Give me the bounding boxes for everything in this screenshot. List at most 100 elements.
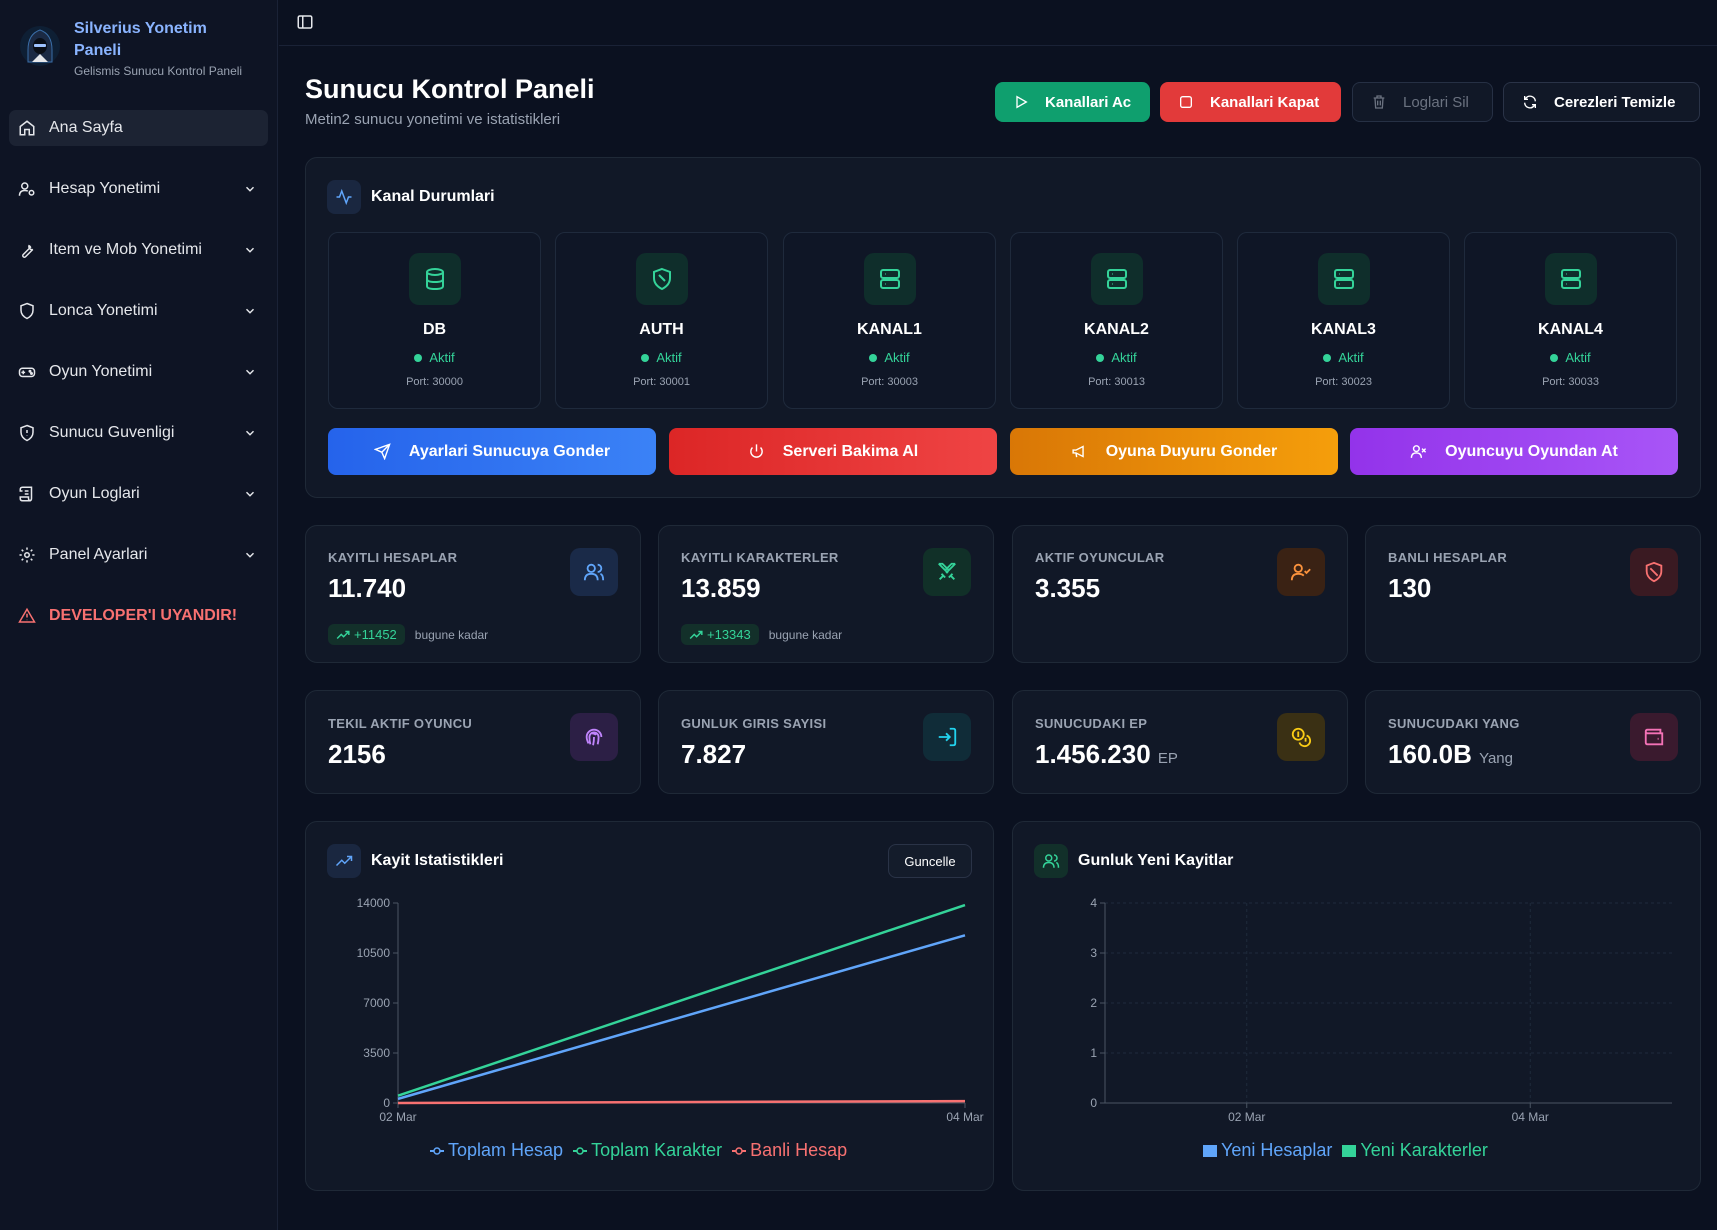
trending-up-icon (336, 630, 350, 639)
stat-card-daily-logins: GUNLUK GIRIS SAYISI 7.827 (658, 690, 994, 794)
channel-status: Aktif (1011, 350, 1222, 365)
legend-item[interactable]: Yeni Karakterler (1342, 1140, 1488, 1161)
sidebar-nav: Ana Sayfa Hesap Yonetimi Item ve Mob Yon… (0, 100, 277, 634)
sidebar-toggle-icon[interactable] (296, 13, 314, 31)
clear-cookies-button[interactable]: Cerezleri Temizle (1503, 82, 1700, 122)
stat-card-banned: BANLI HESAPLAR 130 (1365, 525, 1701, 663)
channel-port: Port: 30013 (1088, 376, 1145, 388)
sidebar-item-ana-sayfa[interactable]: Ana Sayfa (9, 110, 268, 146)
users-icon (583, 563, 605, 581)
channel-icon-box (408, 253, 461, 305)
series-line (397, 903, 966, 1097)
channel-card-kanal4[interactable]: KANAL4 Aktif Port: 30033 (1464, 232, 1677, 409)
sidebar-item-oyun-loglari[interactable]: Oyun Loglari (9, 476, 268, 512)
legend-item[interactable]: Toplam Hesap (430, 1140, 563, 1161)
hacker-logo-icon (20, 26, 60, 66)
legend-item[interactable]: Banli Hesap (732, 1140, 847, 1161)
daily-registrations-header: Gunluk Yeni Kayitlar (1034, 844, 1233, 878)
stat-trend: +13343 bugune kadar (681, 624, 842, 645)
channel-card-db[interactable]: DB Aktif Port: 30000 (328, 232, 541, 409)
stat-icon-box (923, 713, 971, 761)
channel-name: AUTH (639, 321, 684, 338)
chevron-down-icon (245, 369, 255, 375)
swords-icon (938, 562, 956, 580)
legend-item[interactable]: Yeni Hesaplar (1203, 1140, 1332, 1161)
channel-card-kanal1[interactable]: KANAL1 Aktif Port: 30003 (783, 232, 996, 409)
channel-card-auth[interactable]: AUTH Aktif Port: 30001 (555, 232, 768, 409)
stat-value: 11.740 (328, 573, 407, 603)
stat-card-characters: KAYITLI KARAKTERLER 13.859 +13343 bugune… (658, 525, 994, 663)
megaphone-icon (1072, 445, 1084, 458)
login-icon (938, 727, 957, 747)
sidebar-item-hesap-yonetimi[interactable]: Hesap Yonetimi (9, 171, 268, 207)
send-settings-button[interactable]: Ayarlari Sunucuya Gonder (328, 428, 656, 475)
sidebar-item-sunucu-guvenligi[interactable]: Sunucu Guvenligi (9, 415, 268, 451)
sidebar-item-panel-ayarlari[interactable]: Panel Ayarlari (9, 537, 268, 573)
gear-icon (19, 547, 35, 563)
stat-label: AKTIF OYUNCULAR (1035, 550, 1165, 565)
sidebar-item-oyun-yonetimi[interactable]: Oyun Yonetimi (9, 354, 268, 390)
channel-status-text: Aktif (1338, 350, 1364, 365)
stat-label: KAYITLI HESAPLAR (328, 550, 458, 565)
channel-card-kanal3[interactable]: KANAL3 Aktif Port: 30023 (1237, 232, 1450, 409)
chevron-down-icon (245, 552, 255, 558)
line-chart-legend: Toplam Hesap Toplam Karakter Banli Hesap (430, 1140, 857, 1161)
y-tick-label: 2 (1090, 996, 1097, 1010)
legend-item[interactable]: Toplam Karakter (573, 1140, 722, 1161)
stat-icon-box (570, 548, 618, 596)
registration-stats-card (305, 821, 994, 1191)
sidebar-item-lonca-yonetimi[interactable]: Lonca Yonetimi (9, 293, 268, 329)
sidebar-item-label: Oyun Yonetimi (49, 363, 153, 380)
user-check-icon (1290, 563, 1311, 581)
stat-value: 1.456.230 EP (1035, 739, 1178, 770)
database-icon (425, 268, 444, 291)
delete-logs-button[interactable]: Loglari Sil (1352, 82, 1493, 122)
page-title: Sunucu Kontrol Paneli (305, 74, 595, 104)
chart-icon-box (327, 844, 361, 878)
channel-status: Aktif (1465, 350, 1676, 365)
yang-value: 160.0B (1388, 739, 1472, 769)
channel-card-kanal2[interactable]: KANAL2 Aktif Port: 30013 (1010, 232, 1223, 409)
y-tick-label: 10500 (357, 946, 391, 960)
trending-up-icon (335, 855, 353, 867)
maintenance-button[interactable]: Serveri Bakima Al (669, 428, 997, 475)
kick-player-button[interactable]: Oyuncuyu Oyundan At (1350, 428, 1678, 475)
trend-value: +13343 (707, 627, 751, 642)
kick-player-label: Oyuncuyu Oyundan At (1445, 442, 1618, 460)
user-x-icon (1410, 445, 1427, 458)
refresh-chart-button[interactable]: Guncelle (888, 844, 972, 878)
chevron-down-icon (245, 247, 255, 253)
scroll-icon (19, 486, 33, 502)
stat-trend: +11452 bugune kadar (328, 624, 488, 645)
status-dot (641, 353, 650, 362)
stat-value: 160.0B Yang (1388, 739, 1513, 770)
brand-title-line2: Paneli (74, 42, 122, 59)
stat-card-server-ep: SUNUCUDAKI EP 1.456.230 EP (1012, 690, 1348, 794)
sidebar-item-developer-alert[interactable]: DEVELOPER'I UYANDIR! (9, 598, 268, 634)
channel-port: Port: 30000 (406, 376, 463, 388)
channel-status: Aktif (1238, 350, 1449, 365)
stat-value: 130 (1388, 573, 1432, 603)
trend-value: +11452 (354, 627, 397, 642)
open-channels-button[interactable]: Kanallari Ac (995, 82, 1150, 122)
status-dot (1096, 353, 1105, 362)
user-gear-icon (18, 182, 35, 196)
sidebar-item-item-mob-yonetimi[interactable]: Item ve Mob Yonetimi (9, 232, 268, 268)
play-icon (1016, 95, 1028, 109)
announce-button[interactable]: Oyuna Duyuru Gonder (1010, 428, 1338, 475)
send-settings-label: Ayarlari Sunucuya Gonder (408, 442, 611, 460)
fingerprint-icon (585, 728, 603, 746)
legend-label: Yeni Hesaplar (1221, 1140, 1333, 1160)
shield-off-icon (1645, 561, 1663, 583)
legend-swatch (1342, 1144, 1357, 1157)
sidebar-item-label: Panel Ayarlari (49, 546, 148, 563)
close-channels-button[interactable]: Kanallari Kapat (1160, 82, 1341, 122)
registration-stats-title: Kayit Istatistikleri (371, 852, 504, 869)
server-icon (1333, 269, 1354, 289)
brand[interactable]: Silverius Yonetim Paneli Gelismis Sunucu… (0, 0, 277, 100)
channel-port: Port: 30001 (633, 376, 690, 388)
x-tick-label: 02 Mar (379, 1110, 416, 1124)
channel-status: Aktif (329, 350, 540, 365)
trend-pill: +13343 (681, 624, 759, 645)
status-dot (1323, 353, 1332, 362)
